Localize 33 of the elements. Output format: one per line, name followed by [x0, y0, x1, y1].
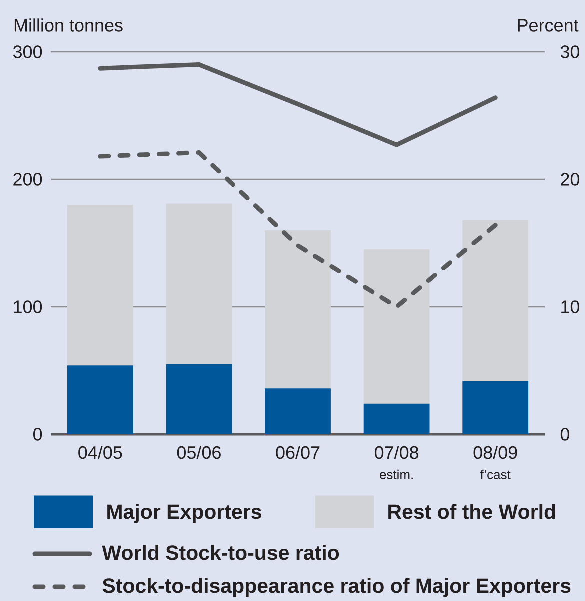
- y-tick-label: 200: [14, 173, 42, 186]
- line-series: [98, 150, 498, 310]
- x-tick-label: 08/09: [474, 446, 518, 460]
- bar: [166, 204, 232, 364]
- bar: [265, 230, 331, 389]
- bar: [166, 364, 232, 434]
- bar: [364, 250, 430, 404]
- y-axis-title: Million tonnes: [14, 18, 123, 32]
- bar: [265, 388, 331, 434]
- x-tick-label: 07/08: [374, 446, 419, 460]
- legend-label: Stock-to-disappearance ratio of Major Exporters: [102, 578, 571, 598]
- bar: [364, 404, 430, 434]
- x-tick-label: 04/05: [78, 446, 122, 460]
- y2-axis-title: Percent: [518, 19, 579, 32]
- bar: [462, 220, 529, 381]
- y2-tick-label: 20: [561, 173, 580, 186]
- y2-tick-label: 10: [562, 300, 580, 314]
- bar: [67, 366, 134, 434]
- x-tick-label: 06/07: [276, 446, 320, 460]
- y-tick-label: 100: [14, 300, 42, 314]
- bar: [462, 380, 529, 434]
- line-series: [98, 62, 498, 148]
- x-tick-label: 05/06: [177, 446, 221, 460]
- legend-label: Rest of the World: [388, 504, 556, 520]
- text: estim.: [380, 470, 413, 480]
- text: f’cast: [480, 470, 511, 480]
- bar: [67, 204, 134, 366]
- y2-tick-label: 0: [560, 428, 570, 441]
- y-tick-label: 300: [13, 46, 42, 58]
- y-tick-label: 0: [33, 428, 42, 441]
- legend-label: Major Exporters: [108, 504, 262, 524]
- legend-label: World Stock-to-use ratio: [102, 545, 340, 560]
- y2-tick-label: 30: [560, 46, 580, 58]
